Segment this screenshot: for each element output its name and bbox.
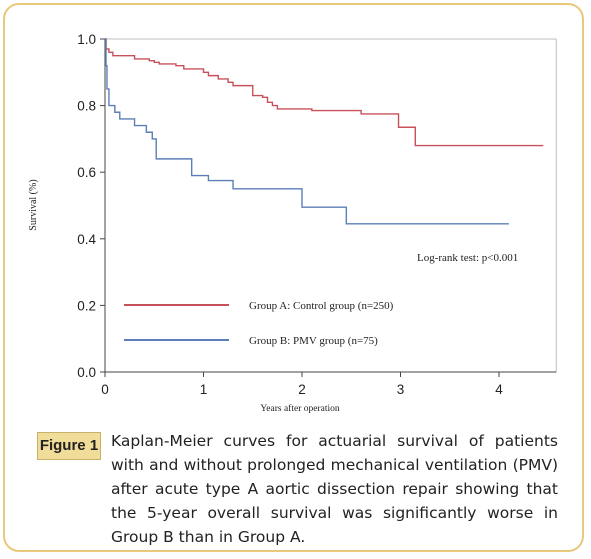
- survival-curve-group-b: [105, 38, 509, 225]
- x-tick-label: 0: [101, 382, 109, 397]
- x-tick-label: 2: [298, 382, 306, 397]
- figure-frame: [3, 3, 584, 552]
- x-tick-label: 4: [495, 382, 503, 397]
- y-tick-label: 0.8: [77, 99, 96, 114]
- x-tick-label: 1: [200, 382, 208, 397]
- figure-caption: Kaplan-Meier curves for actuarial surviv…: [111, 432, 558, 546]
- figure-label: Figure 1: [37, 432, 101, 460]
- y-tick-label: 0.0: [77, 365, 96, 380]
- legend-label-group-b: Group B: PMV group (n=75): [249, 335, 378, 347]
- y-tick-label: 0.4: [77, 232, 96, 247]
- y-tick-label: 0.2: [77, 298, 96, 313]
- x-axis-label: Years after operation: [260, 403, 339, 414]
- legend-label-group-a: Group A: Control group (n=250): [249, 300, 394, 312]
- x-tick-label: 3: [397, 382, 405, 397]
- km-chart: 0.0 0.2 0.4 0.6 0.8 1.0 0 1 2 3 4 Group A: Control…: [28, 32, 557, 414]
- chart-legend: Group A: Control group (n=250) Group B: P…: [124, 300, 394, 347]
- y-tick-label: 0.6: [77, 165, 96, 180]
- y-tick-label: 1.0: [77, 32, 96, 47]
- chart-ticks: 0.0 0.2 0.4 0.6 0.8 1.0 0 1 2 3 4: [77, 32, 503, 397]
- logrank-annotation: Log-rank test: p<0.001: [417, 252, 518, 264]
- y-axis-label: Survival (%): [28, 179, 39, 230]
- chart-axes: [104, 38, 557, 373]
- survival-curve-group-a: [105, 38, 544, 147]
- chart-series: [105, 38, 544, 225]
